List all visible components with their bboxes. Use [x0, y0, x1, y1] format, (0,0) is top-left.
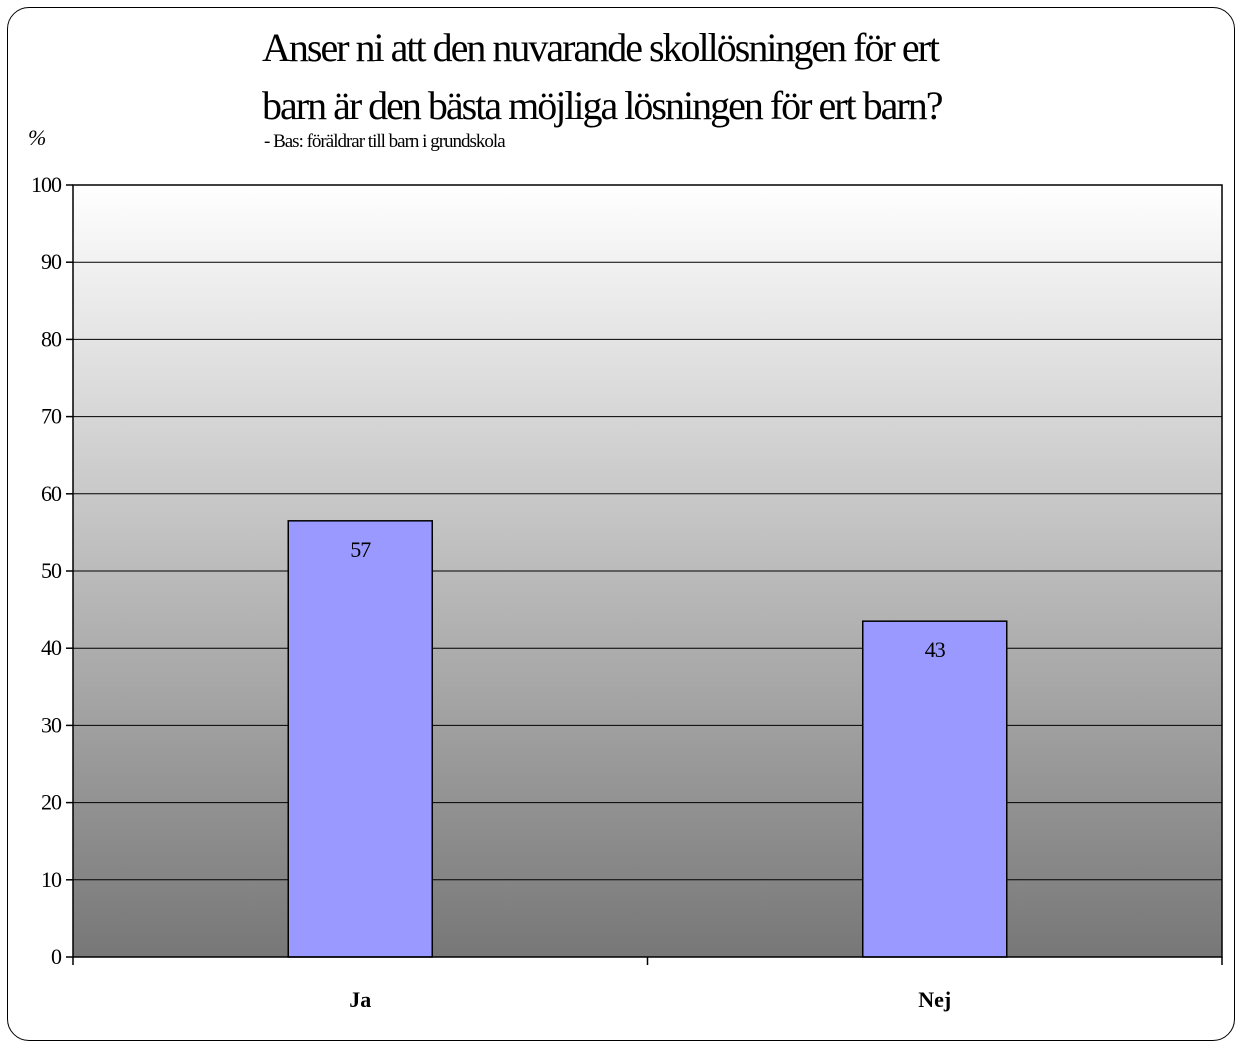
y-tick-label: 30: [41, 712, 62, 737]
data-label: 43: [925, 637, 946, 662]
y-tick-label: 90: [41, 249, 62, 274]
y-tick-label: 80: [41, 326, 62, 351]
y-axis-unit-label: %: [28, 125, 47, 150]
y-tick-label: 0: [51, 944, 62, 969]
data-label: 57: [350, 537, 371, 562]
bar-ja: [287, 520, 433, 958]
y-tick-label: 10: [41, 867, 62, 892]
y-tick-label: 20: [41, 790, 62, 815]
y-tick-label: 40: [41, 635, 62, 660]
y-tick-label: 100: [31, 172, 62, 197]
chart-title-line-2: barn är den bästa möjliga lösningen för …: [262, 83, 944, 128]
chart-title-line-1: Anser ni att den nuvarande skollösningen…: [262, 25, 940, 70]
y-tick-label: 50: [41, 558, 62, 583]
y-tick-label: 70: [41, 404, 62, 429]
chart-subtitle: - Bas: föräldrar till barn i grundskola: [264, 131, 506, 152]
x-category-label: Ja: [349, 987, 371, 1012]
gridlines: [73, 261, 1222, 881]
axes: 0 10 20 30 40 50 60 70 80 90 100 Ja Nej: [31, 172, 1223, 1012]
bar-nej: [862, 620, 1008, 958]
bars: 57 43: [287, 520, 1008, 958]
x-category-label: Nej: [918, 987, 951, 1012]
y-tick-label: 60: [41, 481, 62, 506]
